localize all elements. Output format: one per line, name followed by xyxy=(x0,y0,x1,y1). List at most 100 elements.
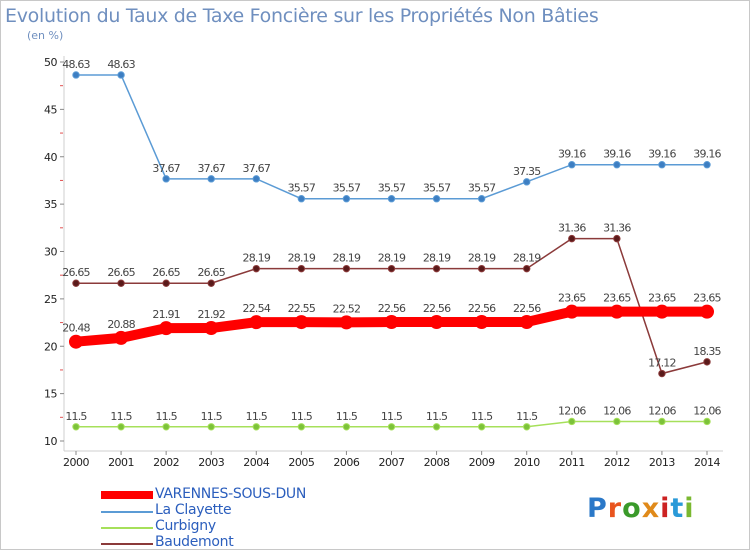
data-point xyxy=(207,175,215,183)
data-point xyxy=(297,423,306,431)
data-label: 22.54 xyxy=(243,302,271,315)
data-point xyxy=(564,304,579,319)
data-label: 22.56 xyxy=(378,302,406,315)
y-tick-label: 15 xyxy=(44,388,57,401)
data-label: 28.19 xyxy=(288,252,316,265)
data-point xyxy=(613,161,621,169)
legend-label: VARENNES-SOUS-DUN xyxy=(155,486,307,502)
data-label: 37.35 xyxy=(513,165,541,178)
data-label: 20.48 xyxy=(62,322,90,335)
data-point xyxy=(432,264,441,273)
data-point xyxy=(342,264,351,273)
data-point xyxy=(339,315,354,330)
data-label: 48.63 xyxy=(107,58,135,71)
x-tick-label: 2014 xyxy=(694,456,720,469)
data-point xyxy=(207,279,215,287)
data-label: 11.5 xyxy=(155,410,177,423)
data-label: 28.19 xyxy=(513,252,541,265)
data-label: 37.67 xyxy=(197,162,225,175)
data-point xyxy=(429,314,444,329)
legend-swatch xyxy=(101,511,153,513)
data-label: 22.52 xyxy=(333,302,361,315)
data-point xyxy=(700,304,714,319)
y-tick-label: 10 xyxy=(44,435,57,448)
data-point xyxy=(523,264,531,273)
data-point xyxy=(294,315,309,330)
data-label: 35.57 xyxy=(333,182,361,195)
data-point xyxy=(519,314,534,329)
unit-label: (en %) xyxy=(27,29,64,42)
data-label: 28.19 xyxy=(333,252,361,265)
legend-swatch xyxy=(101,543,153,545)
data-point xyxy=(658,417,666,426)
data-label: 39.16 xyxy=(648,148,676,161)
data-point xyxy=(117,279,125,287)
data-point xyxy=(568,417,576,426)
x-tick-label: 2008 xyxy=(424,456,450,469)
data-label: 35.57 xyxy=(288,182,316,195)
data-label: 28.19 xyxy=(378,252,406,265)
data-label: 31.36 xyxy=(558,222,586,235)
data-label: 23.65 xyxy=(693,292,721,305)
data-point xyxy=(658,161,666,169)
data-label: 18.35 xyxy=(693,345,721,358)
y-tick-label: 25 xyxy=(44,293,57,306)
data-point xyxy=(568,234,576,243)
data-label: 26.65 xyxy=(62,266,90,279)
logo-letter: o xyxy=(622,493,642,524)
data-label: 17.12 xyxy=(648,357,676,370)
data-label: 31.36 xyxy=(603,222,631,235)
data-point xyxy=(249,315,264,330)
x-tick-label: 2005 xyxy=(288,456,314,469)
x-tick-label: 2004 xyxy=(243,456,269,469)
data-point xyxy=(252,423,260,431)
data-label: 28.19 xyxy=(243,252,271,265)
data-label: 12.06 xyxy=(648,404,676,417)
data-label: 39.16 xyxy=(603,148,631,161)
data-point xyxy=(387,264,396,273)
data-point xyxy=(342,195,351,203)
data-point xyxy=(477,423,486,431)
data-label: 21.91 xyxy=(152,308,180,321)
data-label: 11.5 xyxy=(110,410,132,423)
x-tick-label: 2000 xyxy=(63,456,89,469)
data-label: 11.5 xyxy=(516,410,538,423)
data-point xyxy=(297,264,306,273)
y-tick-label: 20 xyxy=(44,340,57,353)
data-label: 12.06 xyxy=(558,404,586,417)
series-line xyxy=(76,74,707,200)
data-point xyxy=(342,423,351,431)
data-point xyxy=(384,314,399,329)
y-tick-label: 45 xyxy=(44,103,57,116)
logo-letter: t xyxy=(670,493,685,524)
data-label: 39.16 xyxy=(558,148,586,161)
data-label: 28.19 xyxy=(423,252,451,265)
data-point xyxy=(387,195,396,203)
legend-swatch xyxy=(101,527,153,529)
data-label: 26.65 xyxy=(197,266,225,279)
data-point xyxy=(252,175,260,183)
logo-letter: x xyxy=(641,493,661,524)
data-point xyxy=(72,423,80,431)
data-point xyxy=(72,279,80,287)
legend-label: Curbigny xyxy=(155,518,216,534)
data-label: 23.65 xyxy=(648,292,676,305)
data-label: 23.65 xyxy=(603,292,631,305)
data-label: 35.57 xyxy=(468,182,496,195)
data-point xyxy=(523,178,531,186)
y-tick-label: 30 xyxy=(44,246,57,259)
data-point xyxy=(207,423,215,431)
logo-letter: r xyxy=(607,493,623,524)
data-label: 26.65 xyxy=(107,266,135,279)
data-label: 12.06 xyxy=(603,404,631,417)
data-point xyxy=(69,334,83,349)
data-label: 11.5 xyxy=(381,410,403,423)
data-label: 11.5 xyxy=(65,410,87,423)
data-label: 37.67 xyxy=(243,162,271,175)
data-point xyxy=(609,304,624,319)
data-point xyxy=(703,417,711,426)
y-tick-label: 50 xyxy=(44,56,57,69)
data-point xyxy=(703,358,711,366)
data-label: 35.57 xyxy=(423,182,451,195)
